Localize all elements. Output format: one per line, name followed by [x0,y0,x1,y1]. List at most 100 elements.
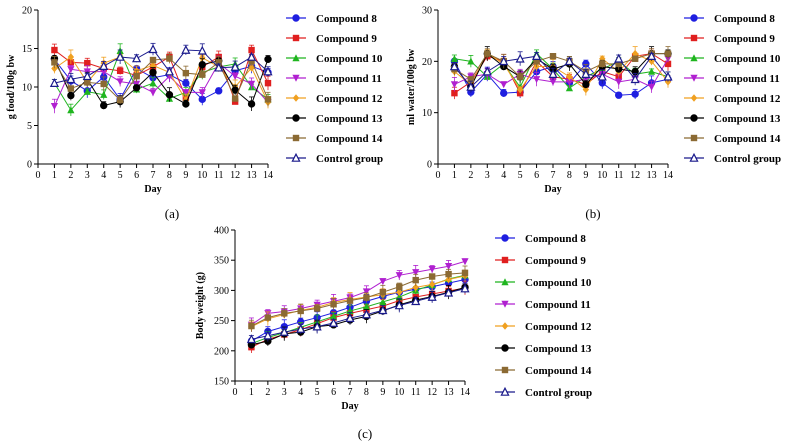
data-point [445,270,452,278]
legend-label: Compound 10 [525,277,592,289]
x-tick-label: 2 [265,387,270,398]
x-tick-label: 11 [214,170,224,181]
x-tick-label: 2 [468,170,473,181]
legend-marker [292,74,300,82]
legend-marker [690,34,698,42]
data-point [499,56,509,66]
data-point [467,76,475,83]
data-point [646,51,657,61]
legend-marker [501,278,509,286]
data-point [396,283,403,290]
data-point [482,66,492,76]
x-tick-label: 7 [348,387,353,398]
legend-label: Compound 13 [525,343,592,355]
data-point [565,78,574,86]
legend-marker [500,386,510,396]
legend-marker [690,114,698,122]
data-point [182,89,190,97]
data-point [100,68,108,76]
data-point [500,89,508,97]
x-tick-label: 3 [85,170,90,181]
x-tick-label: 12 [427,387,437,398]
data-point [149,79,157,87]
data-point [312,321,322,331]
x-tick-label: 1 [452,170,457,181]
data-point [664,50,672,57]
legend-label: Compound 10 [714,53,781,65]
y-axis-title: g food/100g bw [6,54,17,119]
data-point [663,71,673,81]
x-tick-label: 14 [460,387,470,398]
y-tick-label: 30 [422,6,432,17]
data-point [412,269,420,277]
x-tick-label: 11 [411,387,421,398]
data-point [247,100,256,108]
x-tick-label: 4 [501,170,506,181]
data-point [313,305,321,312]
data-point [182,100,190,108]
legend-label: Compound 9 [714,33,775,45]
y-tick-label: 150 [214,377,229,388]
legend: Compound 8 Compound 9 Compound 10 Compound … [495,233,592,399]
panel-label: (a) [165,206,179,221]
data-point [197,45,207,55]
data-point [548,69,558,78]
data-point [199,71,206,78]
data-point [297,307,304,315]
data-point [67,66,75,74]
data-point [133,73,140,80]
legend-marker [501,256,509,264]
data-point [361,309,372,319]
data-point [428,266,436,274]
data-point [533,58,540,65]
data-point [181,44,191,54]
data-point [450,54,459,62]
x-tick-label: 8 [567,170,572,181]
data-point [549,53,557,60]
x-tick-label: 8 [364,387,369,398]
data-point [599,55,606,63]
data-point [198,89,206,97]
series-control-group [449,51,673,93]
data-point [84,59,91,67]
data-point [51,46,58,54]
legend-label: Compound 8 [316,13,377,25]
data-point [149,89,157,97]
x-tick-label: 3 [282,387,287,398]
x-tick-label: 8 [167,170,172,181]
legend-marker [291,152,301,162]
legend-label: Compound 12 [714,93,781,105]
data-point [362,302,371,310]
data-point [549,78,557,86]
series-compound-9 [248,280,469,353]
data-point [248,46,255,54]
data-point [132,84,141,92]
data-point [231,73,239,81]
data-point [615,91,623,99]
legend-marker [690,134,698,142]
data-point [411,296,421,306]
data-point [428,280,436,289]
panel-label: (c) [358,426,372,441]
x-tick-label: 2 [68,170,73,181]
legend-label: Compound 11 [316,73,382,85]
data-point [412,276,419,284]
y-tick-label: 20 [422,57,432,68]
x-tick-label: 6 [134,170,139,181]
legend-label: Compound 12 [525,321,592,333]
data-point [67,91,75,100]
data-point [246,334,257,344]
legend-marker [501,344,509,352]
y-tick-label: 5 [27,121,32,132]
x-tick-label: 10 [597,170,607,181]
legend-label: Compound 13 [316,113,383,125]
x-tick-label: 14 [263,170,273,181]
data-point [484,50,491,57]
data-point [428,273,436,280]
data-point [566,73,573,81]
x-tick-label: 9 [380,387,385,398]
data-point [296,323,306,333]
series-compound-14 [248,265,469,332]
